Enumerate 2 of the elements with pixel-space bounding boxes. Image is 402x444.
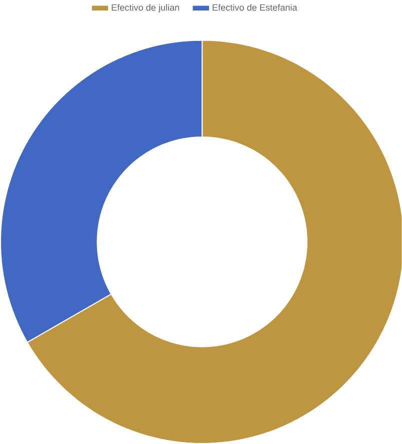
legend-label: Efectivo de Estefania — [212, 4, 298, 11]
legend-label: Efectivo de julian — [112, 4, 180, 12]
